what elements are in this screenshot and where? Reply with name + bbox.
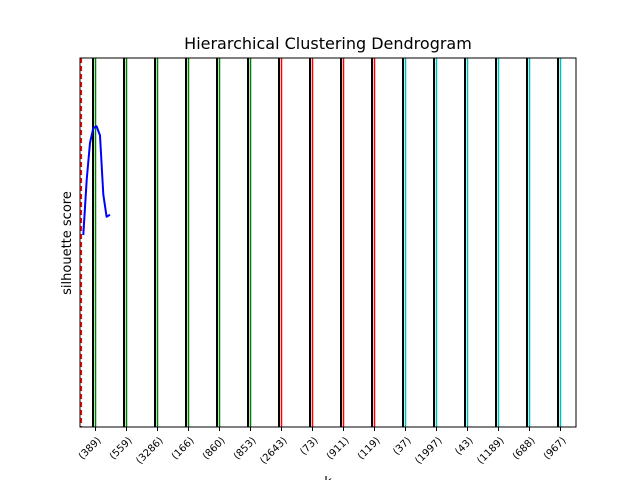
axes-frame xyxy=(79,57,577,428)
chart-title: Hierarchical Clustering Dendrogram xyxy=(184,34,472,53)
y-axis-label: silhouette score xyxy=(60,191,75,295)
x-axis-label: k xyxy=(324,475,332,480)
plot-area xyxy=(80,58,562,431)
silhouette-score-line xyxy=(82,125,111,236)
